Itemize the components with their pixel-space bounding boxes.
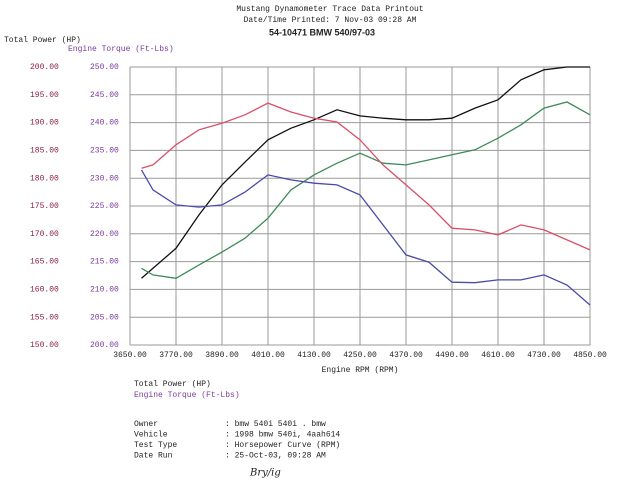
- y2-tick-label: 240.00: [90, 119, 119, 128]
- y2-tick-label: 225.00: [90, 202, 119, 211]
- y-tick-label: 175.00: [30, 202, 59, 211]
- y2-tick-label: 215.00: [90, 258, 119, 267]
- legend-power: Total Power (HP): [134, 380, 211, 389]
- series-line: [141, 102, 591, 251]
- x-tick-label: 4250.00: [343, 351, 377, 360]
- detail-label: Vehicle: [134, 431, 168, 440]
- x-tick-label: 4490.00: [435, 351, 469, 360]
- x-tick-label: 4610.00: [481, 351, 515, 360]
- y-tick-label: 150.00: [30, 341, 59, 350]
- legend-torque: Engine Torque (Ft-Lbs): [134, 391, 240, 400]
- subtitle: Date/Time Printed: 7 Nov-03 09:28 AM: [244, 16, 417, 25]
- detail-value: : 25-Oct-03, 09:28 AM: [225, 452, 326, 461]
- x-tick-label: 4010.00: [251, 351, 285, 360]
- y-tick-label: 195.00: [30, 91, 59, 100]
- series-line: [141, 101, 591, 279]
- y-tick-label: 155.00: [30, 313, 59, 322]
- y2-axis-label: Engine Torque (Ft-Lbs): [68, 45, 174, 54]
- y2-tick-label: 235.00: [90, 147, 119, 156]
- y-tick-label: 180.00: [30, 174, 59, 183]
- detail-value: : Horsepower Curve (RPM): [225, 441, 340, 450]
- x-tick-label: 3650.00: [113, 351, 147, 360]
- y2-tick-label: 250.00: [90, 63, 119, 72]
- y-tick-label: 185.00: [30, 147, 59, 156]
- series-line: [141, 66, 590, 279]
- x-axis-label: Engine RPM (RPM): [322, 366, 399, 375]
- detail-value: : 1998 bmw 540i, 4aah614: [225, 431, 340, 440]
- y2-tick-label: 230.00: [90, 174, 119, 183]
- x-tick-label: 3770.00: [159, 351, 193, 360]
- y-axis-label: Total Power (HP): [4, 36, 81, 45]
- y-tick-label: 200.00: [30, 63, 59, 72]
- series-line: [140, 169, 591, 306]
- y-tick-label: 170.00: [30, 230, 59, 239]
- y-tick-label: 160.00: [30, 286, 59, 295]
- run-label: 54-10471 BMW 540/97-03: [269, 27, 375, 37]
- title: Mustang Dynamometer Trace Data Printout: [236, 5, 423, 14]
- detail-label: Test Type: [134, 441, 177, 450]
- y-tick-label: 165.00: [30, 258, 59, 267]
- y2-tick-label: 205.00: [90, 313, 119, 322]
- signature: Bry/ig: [249, 468, 281, 479]
- detail-value: : bmw 540i 540i . bmw: [225, 420, 326, 429]
- y2-tick-label: 200.00: [90, 341, 119, 350]
- detail-label: Owner: [134, 420, 158, 429]
- x-tick-label: 4130.00: [297, 351, 331, 360]
- x-tick-label: 4730.00: [527, 351, 561, 360]
- detail-label: Date Run: [134, 452, 173, 461]
- y2-tick-label: 220.00: [90, 230, 119, 239]
- y2-tick-label: 210.00: [90, 286, 119, 295]
- y2-tick-label: 245.00: [90, 91, 119, 100]
- y-tick-label: 190.00: [30, 119, 59, 128]
- x-tick-label: 4850.00: [573, 351, 607, 360]
- x-tick-label: 3890.00: [205, 351, 239, 360]
- x-tick-label: 4370.00: [389, 351, 423, 360]
